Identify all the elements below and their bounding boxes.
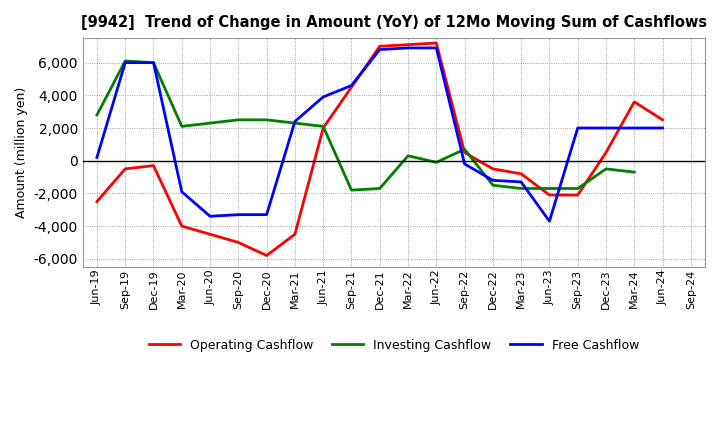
Investing Cashflow [319, 124, 328, 129]
Free Cashflow [489, 178, 498, 183]
Free Cashflow [658, 125, 667, 131]
Investing Cashflow [177, 124, 186, 129]
Free Cashflow [432, 45, 441, 51]
Operating Cashflow [121, 166, 130, 172]
Free Cashflow [517, 180, 526, 185]
Free Cashflow [404, 45, 413, 51]
Operating Cashflow [630, 99, 639, 105]
Free Cashflow [347, 83, 356, 88]
Operating Cashflow [573, 192, 582, 198]
Operating Cashflow [234, 240, 243, 245]
Free Cashflow [291, 119, 300, 124]
Free Cashflow [234, 212, 243, 217]
Free Cashflow [149, 60, 158, 65]
Operating Cashflow [262, 253, 271, 258]
Operating Cashflow [602, 150, 611, 155]
Operating Cashflow [177, 224, 186, 229]
Line: Investing Cashflow: Investing Cashflow [97, 61, 634, 190]
Operating Cashflow [404, 42, 413, 47]
Investing Cashflow [149, 60, 158, 65]
Investing Cashflow [404, 153, 413, 158]
Free Cashflow [630, 125, 639, 131]
Free Cashflow [319, 94, 328, 99]
Operating Cashflow [291, 231, 300, 237]
Free Cashflow [460, 161, 469, 167]
Investing Cashflow [489, 183, 498, 188]
Free Cashflow [262, 212, 271, 217]
Operating Cashflow [347, 84, 356, 90]
Free Cashflow [206, 214, 215, 219]
Free Cashflow [602, 125, 611, 131]
Legend: Operating Cashflow, Investing Cashflow, Free Cashflow: Operating Cashflow, Investing Cashflow, … [144, 334, 644, 357]
Free Cashflow [177, 189, 186, 194]
Operating Cashflow [93, 199, 102, 204]
Free Cashflow [545, 219, 554, 224]
Free Cashflow [375, 47, 384, 52]
Investing Cashflow [602, 166, 611, 172]
Investing Cashflow [460, 147, 469, 152]
Investing Cashflow [347, 187, 356, 193]
Free Cashflow [93, 155, 102, 160]
Investing Cashflow [93, 112, 102, 117]
Operating Cashflow [432, 40, 441, 46]
Free Cashflow [121, 60, 130, 65]
Operating Cashflow [658, 117, 667, 122]
Investing Cashflow [517, 186, 526, 191]
Operating Cashflow [460, 150, 469, 155]
Operating Cashflow [319, 125, 328, 131]
Title: [9942]  Trend of Change in Amount (YoY) of 12Mo Moving Sum of Cashflows: [9942] Trend of Change in Amount (YoY) o… [81, 15, 707, 30]
Free Cashflow [573, 125, 582, 131]
Investing Cashflow [432, 160, 441, 165]
Investing Cashflow [262, 117, 271, 122]
Investing Cashflow [630, 169, 639, 175]
Investing Cashflow [375, 186, 384, 191]
Investing Cashflow [234, 117, 243, 122]
Operating Cashflow [375, 44, 384, 49]
Investing Cashflow [545, 186, 554, 191]
Operating Cashflow [206, 231, 215, 237]
Operating Cashflow [489, 166, 498, 172]
Operating Cashflow [545, 192, 554, 198]
Investing Cashflow [206, 121, 215, 126]
Investing Cashflow [121, 59, 130, 64]
Line: Free Cashflow: Free Cashflow [97, 48, 662, 221]
Y-axis label: Amount (million yen): Amount (million yen) [15, 87, 28, 218]
Operating Cashflow [149, 163, 158, 168]
Operating Cashflow [517, 171, 526, 176]
Investing Cashflow [291, 121, 300, 126]
Investing Cashflow [573, 186, 582, 191]
Line: Operating Cashflow: Operating Cashflow [97, 43, 662, 256]
